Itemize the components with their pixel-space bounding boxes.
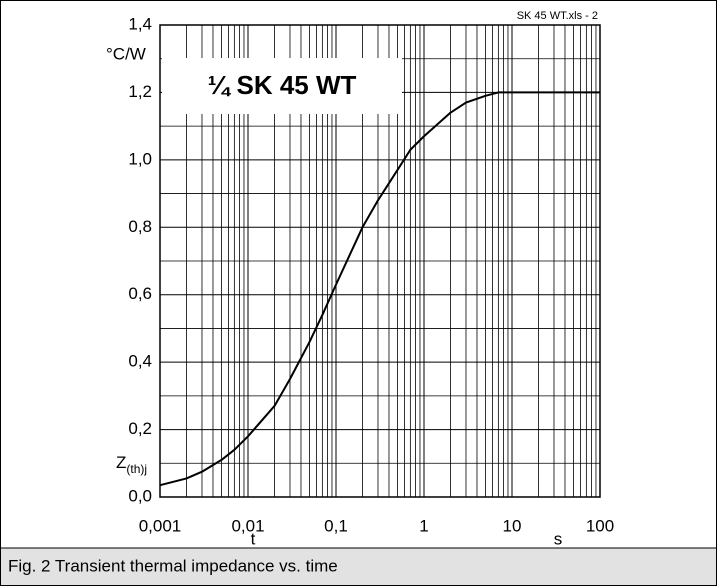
title-box — [162, 58, 402, 114]
y-tick-label: 0,2 — [128, 419, 152, 438]
y-label-sub: (th)j — [126, 462, 147, 476]
y-tick-label: 0,6 — [128, 284, 152, 303]
chart-title: ¼ SK 45 WT — [208, 70, 357, 100]
y-tick-label: 0,0 — [128, 486, 152, 505]
x-unit: s — [554, 529, 563, 548]
x-tick-label: 0,001 — [139, 516, 182, 535]
caption: Fig. 2 Transient thermal impedance vs. t… — [8, 556, 338, 575]
data-line — [159, 91, 600, 487]
x-label: t — [251, 529, 256, 548]
y-unit: °C/W — [106, 44, 146, 63]
x-tick-label: 100 — [586, 516, 614, 535]
y-label-main: Z — [116, 453, 126, 472]
y-tick-label: 1,4 — [128, 14, 152, 33]
plot-border — [159, 24, 601, 498]
y-tick-label: 0,4 — [128, 352, 152, 371]
y-tick-label: 1,0 — [128, 149, 152, 168]
x-tick-label: 1 — [419, 516, 428, 535]
y-label: Z(th)j — [116, 453, 147, 476]
file-label: SK 45 WT.xls - 2 — [517, 10, 598, 22]
caption-bar — [1, 548, 716, 585]
x-tick-label: 0,1 — [324, 516, 348, 535]
y-tick-label: 1,2 — [128, 82, 152, 101]
x-tick-label: 10 — [503, 516, 522, 535]
y-tick-label: 0,8 — [128, 217, 152, 236]
x-tick-label: 0,01 — [231, 516, 264, 535]
